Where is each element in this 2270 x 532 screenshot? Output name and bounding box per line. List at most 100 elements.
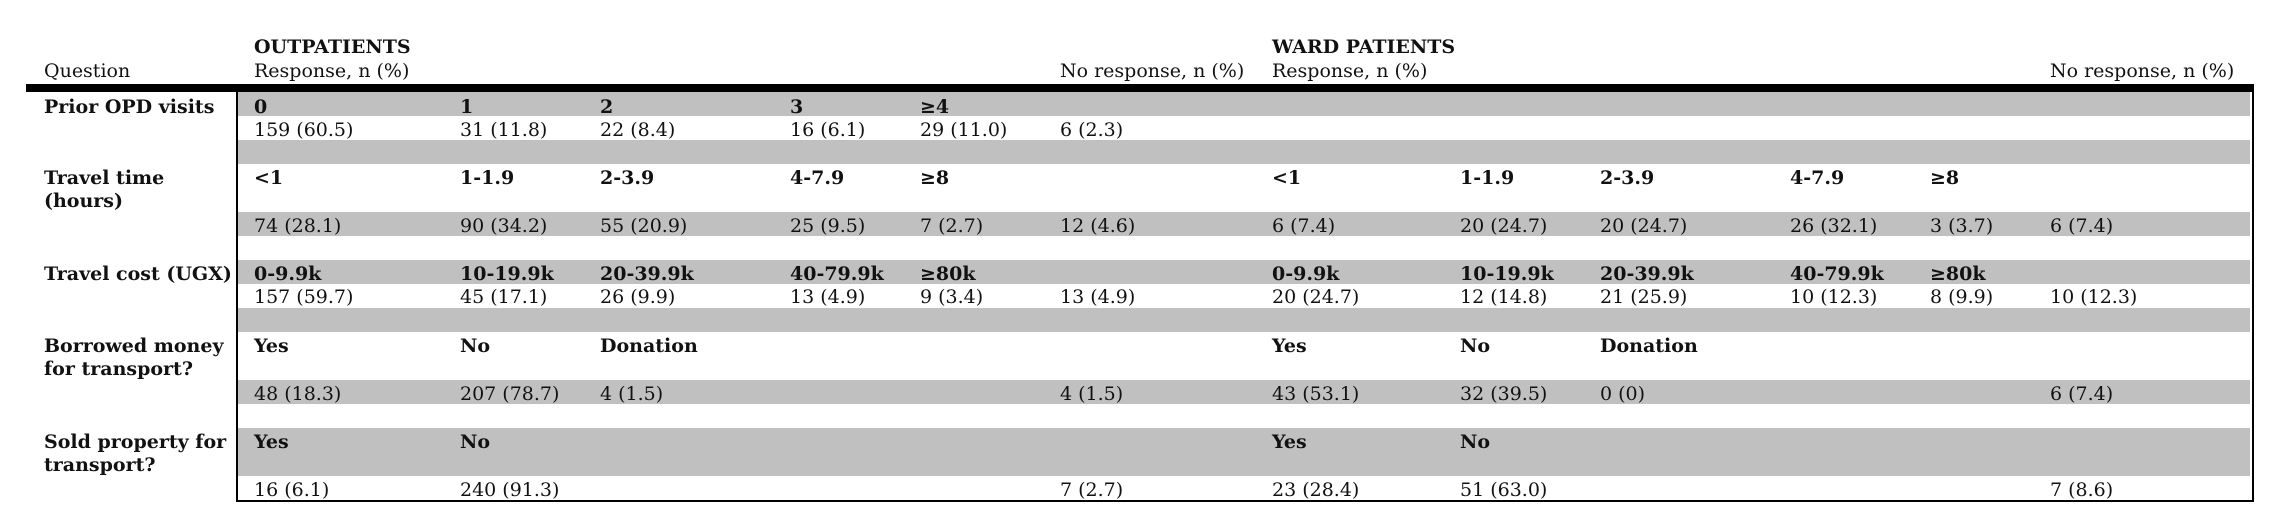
op-value: 29 (11.0) bbox=[920, 119, 1008, 141]
ward-value: 0 (0) bbox=[1600, 383, 1646, 405]
op-value: 74 (28.1) bbox=[254, 215, 342, 237]
op-value: 16 (6.1) bbox=[254, 479, 330, 501]
op-category: 1-1.9 bbox=[460, 167, 515, 189]
ward-value: 12 (14.8) bbox=[1460, 286, 1548, 308]
ward-category: Yes bbox=[1272, 431, 1307, 453]
table-grid bbox=[236, 92, 2254, 502]
ward-value: 26 (32.1) bbox=[1790, 215, 1878, 237]
op-category: <1 bbox=[254, 167, 284, 189]
op-category: Donation bbox=[600, 335, 698, 357]
question-travel-time: Travel time (hours) bbox=[44, 167, 165, 212]
question-sold-property: Sold property for transport? bbox=[44, 431, 227, 476]
ward-value: 21 (25.9) bbox=[1600, 286, 1688, 308]
ward-category: No bbox=[1460, 431, 1491, 453]
question-travel-cost: Travel cost (UGX) bbox=[44, 263, 232, 285]
op-category: 40-79.9k bbox=[790, 263, 884, 285]
ward-value: 20 (24.7) bbox=[1272, 286, 1360, 308]
ward-noresponse: 6 (7.4) bbox=[2050, 215, 2114, 237]
ward-value: 43 (53.1) bbox=[1272, 383, 1360, 405]
ward-response-header: Response, n (%) bbox=[1272, 60, 1428, 82]
op-category: 2 bbox=[600, 96, 614, 118]
op-value: 25 (9.5) bbox=[790, 215, 866, 237]
question-column-header: Question bbox=[44, 60, 131, 82]
band-travel-cost-categories bbox=[238, 260, 2250, 284]
question-prior-opd: Prior OPD visits bbox=[44, 96, 215, 118]
ward-category: 40-79.9k bbox=[1790, 263, 1884, 285]
ward-noresponse-header: No response, n (%) bbox=[2050, 60, 2235, 82]
ward-title: WARD PATIENTS bbox=[1272, 36, 1456, 58]
band-travel-time-values bbox=[238, 212, 2250, 236]
op-value: 22 (8.4) bbox=[600, 119, 676, 141]
op-value: 26 (9.9) bbox=[600, 286, 676, 308]
ward-value: 3 (3.7) bbox=[1930, 215, 1994, 237]
op-category: ≥80k bbox=[920, 263, 976, 285]
band-spacer-2 bbox=[238, 308, 2250, 332]
ward-noresponse: 6 (7.4) bbox=[2050, 383, 2114, 405]
ward-category: <1 bbox=[1272, 167, 1302, 189]
ward-noresponse: 7 (8.6) bbox=[2050, 479, 2114, 501]
op-category: Yes bbox=[254, 431, 289, 453]
outpatients-response-header: Response, n (%) bbox=[254, 60, 410, 82]
ward-value: 6 (7.4) bbox=[1272, 215, 1336, 237]
op-value: 55 (20.9) bbox=[600, 215, 688, 237]
ward-value: 23 (28.4) bbox=[1272, 479, 1360, 501]
header-rule bbox=[26, 84, 2254, 92]
op-category: No bbox=[460, 431, 491, 453]
op-value: 90 (34.2) bbox=[460, 215, 548, 237]
op-category: 1 bbox=[460, 96, 474, 118]
ward-value: 51 (63.0) bbox=[1460, 479, 1548, 501]
question-borrowed-money: Borrowed money for transport? bbox=[44, 335, 224, 380]
ward-category: 20-39.9k bbox=[1600, 263, 1694, 285]
op-value: 159 (60.5) bbox=[254, 119, 354, 141]
band-prior-opd-categories bbox=[238, 92, 2250, 116]
op-value: 157 (59.7) bbox=[254, 286, 354, 308]
op-category: 2-3.9 bbox=[600, 167, 655, 189]
ward-value: 8 (9.9) bbox=[1930, 286, 1994, 308]
op-value: 9 (3.4) bbox=[920, 286, 984, 308]
op-value: 16 (6.1) bbox=[790, 119, 866, 141]
ward-category: 2-3.9 bbox=[1600, 167, 1655, 189]
op-category: 3 bbox=[790, 96, 804, 118]
op-noresponse: 6 (2.3) bbox=[1060, 119, 1124, 141]
op-category: 10-19.9k bbox=[460, 263, 554, 285]
op-value: 207 (78.7) bbox=[460, 383, 560, 405]
ward-category: Yes bbox=[1272, 335, 1307, 357]
outpatients-noresponse-header: No response, n (%) bbox=[1060, 60, 1245, 82]
op-category: 4-7.9 bbox=[790, 167, 845, 189]
op-value: 48 (18.3) bbox=[254, 383, 342, 405]
op-value: 45 (17.1) bbox=[460, 286, 548, 308]
ward-category: 10-19.9k bbox=[1460, 263, 1554, 285]
band-sold-property-categories bbox=[238, 428, 2250, 476]
ward-value: 10 (12.3) bbox=[1790, 286, 1878, 308]
ward-category: 1-1.9 bbox=[1460, 167, 1515, 189]
op-value: 13 (4.9) bbox=[790, 286, 866, 308]
op-category: ≥8 bbox=[920, 167, 950, 189]
op-value: 31 (11.8) bbox=[460, 119, 548, 141]
op-value: 240 (91.3) bbox=[460, 479, 560, 501]
outpatients-title: OUTPATIENTS bbox=[254, 36, 411, 58]
ward-category: 4-7.9 bbox=[1790, 167, 1845, 189]
ward-value: 20 (24.7) bbox=[1460, 215, 1548, 237]
ward-value: 32 (39.5) bbox=[1460, 383, 1548, 405]
op-value: 4 (1.5) bbox=[600, 383, 664, 405]
op-category: Yes bbox=[254, 335, 289, 357]
ward-value: 20 (24.7) bbox=[1600, 215, 1688, 237]
ward-category: Donation bbox=[1600, 335, 1698, 357]
ward-category: 0-9.9k bbox=[1272, 263, 1340, 285]
band-spacer-1 bbox=[238, 140, 2250, 164]
ward-category: ≥80k bbox=[1930, 263, 1986, 285]
op-category: No bbox=[460, 335, 491, 357]
op-value: 7 (2.7) bbox=[920, 215, 984, 237]
op-noresponse: 12 (4.6) bbox=[1060, 215, 1136, 237]
op-noresponse: 13 (4.9) bbox=[1060, 286, 1136, 308]
band-borrowed-values bbox=[238, 380, 2250, 404]
op-category: ≥4 bbox=[920, 96, 950, 118]
op-category: 0-9.9k bbox=[254, 263, 322, 285]
op-noresponse: 4 (1.5) bbox=[1060, 383, 1124, 405]
op-category: 20-39.9k bbox=[600, 263, 694, 285]
ward-noresponse: 10 (12.3) bbox=[2050, 286, 2138, 308]
ward-category: ≥8 bbox=[1930, 167, 1960, 189]
op-noresponse: 7 (2.7) bbox=[1060, 479, 1124, 501]
op-category: 0 bbox=[254, 96, 268, 118]
